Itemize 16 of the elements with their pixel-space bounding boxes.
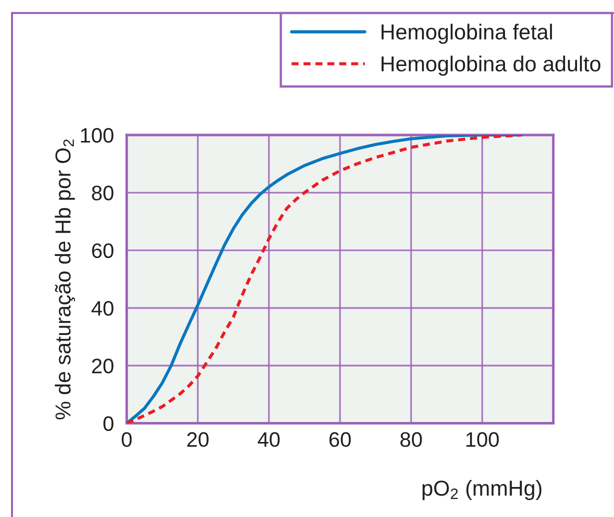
x-tick-label: 0 bbox=[122, 432, 132, 447]
y-tick-label: 100 bbox=[81, 128, 114, 143]
x-tick-label: 20 bbox=[187, 432, 209, 447]
x-tick-label: 60 bbox=[329, 432, 351, 447]
y-tick-label: 60 bbox=[92, 243, 114, 258]
x-tick-label: 100 bbox=[466, 432, 499, 447]
x-tick-label: 80 bbox=[400, 432, 422, 447]
x-axis-title: pO$_{2}$ (mmHg) bbox=[422, 480, 542, 500]
legend-label: Hemoglobina do adulto bbox=[382, 56, 600, 76]
legend-label: Hemoglobina fetal bbox=[382, 24, 552, 44]
y-tick-label: 80 bbox=[92, 186, 114, 200]
y-tick-label: 40 bbox=[92, 300, 114, 316]
y-tick-label: 20 bbox=[92, 358, 114, 374]
x-tick-label: 40 bbox=[258, 432, 280, 447]
y-axis-title: % de saturação de Hb por O$_{2}$ bbox=[54, 139, 75, 420]
y-tick-label: 0 bbox=[103, 416, 114, 432]
